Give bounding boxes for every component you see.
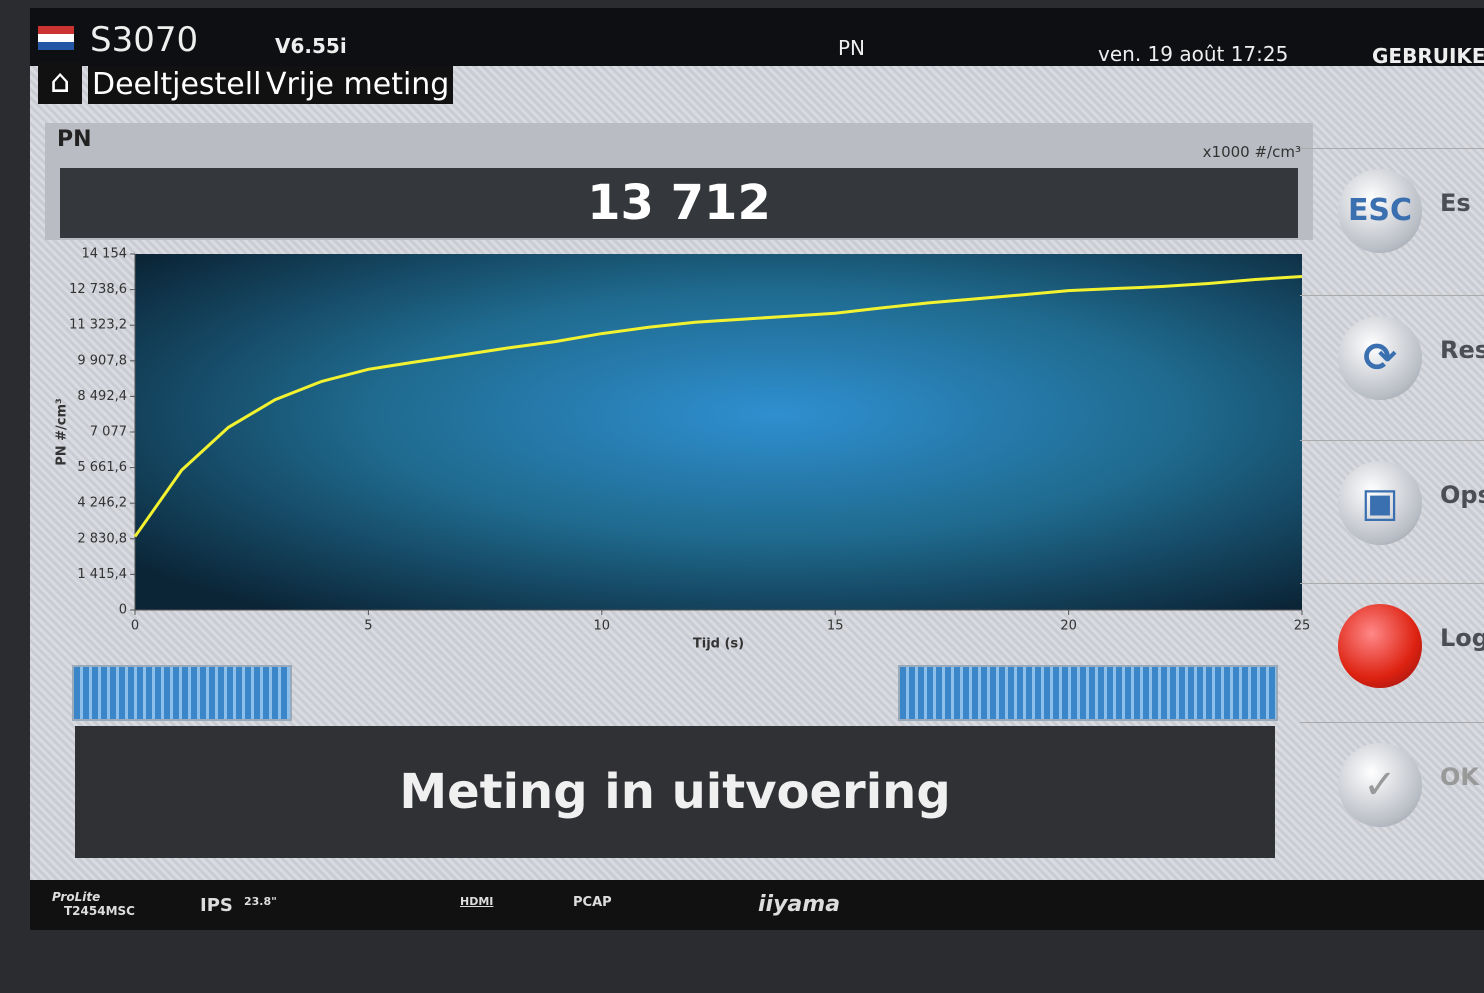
icon xyxy=(1338,604,1422,688)
flag xyxy=(38,26,74,50)
button-label: Es xyxy=(1440,189,1471,217)
button-label: Opsl xyxy=(1440,481,1484,509)
header: S3070 V6.55i PN ven. 19 août 17:25 GEBRU… xyxy=(30,8,1484,66)
icon: ✓ xyxy=(1338,743,1422,827)
bezel-text: T2454MSC xyxy=(64,904,135,918)
bezel-text: PCAP xyxy=(573,895,612,910)
brand: iiyama xyxy=(758,892,840,917)
datetime: ven. 19 août 17:25 xyxy=(1098,42,1288,66)
breadcrumb[interactable]: Vrije meting xyxy=(262,66,453,104)
bezel-text: HDMI xyxy=(460,895,493,908)
button-label: OK xyxy=(1440,763,1479,791)
y-tick-label: 2 830,8 xyxy=(77,531,127,546)
y-tick-label: 7 077 xyxy=(90,425,127,440)
bezel-text: IPS xyxy=(200,895,233,916)
y-tick-label: 4 246,2 xyxy=(77,496,127,511)
log-button[interactable]: Log xyxy=(1300,583,1484,714)
reading-value: 13 712 xyxy=(60,168,1298,238)
y-tick-label: 12 738,6 xyxy=(69,282,127,297)
mode: PN xyxy=(838,36,865,60)
x-tick-label: 5 xyxy=(364,619,372,634)
progress-bar xyxy=(72,665,292,721)
x-tick-label: 15 xyxy=(827,619,844,634)
icon: ▣ xyxy=(1338,461,1422,545)
ok-button[interactable]: ✓ OK xyxy=(1300,722,1484,853)
user[interactable]: GEBRUIKER xyxy=(1372,44,1484,68)
y-tick-label: 8 492,4 xyxy=(77,389,127,404)
chart: 0 1 415,4 2 830,8 4 246,2 5 661,6 7 077 8 492,… xyxy=(40,242,1310,662)
y-tick-label: 1 415,4 xyxy=(77,567,127,582)
icon: ⟳ xyxy=(1338,316,1422,400)
model: S3070 xyxy=(90,20,198,60)
version: V6.55i xyxy=(275,34,347,58)
progress-bar xyxy=(898,665,1278,721)
y-axis-label: PN #/cm³ xyxy=(55,398,70,466)
y-tick-label: 0 xyxy=(119,603,127,618)
x-tick-label: 20 xyxy=(1060,619,1077,634)
bezel-text: 23.8" xyxy=(244,895,277,908)
monitor-bezel: ProLite T2454MSC IPS 23.8" HDMI PCAP iiy… xyxy=(30,880,1484,930)
button-label: Res xyxy=(1440,336,1484,364)
esc-button[interactable]: ESC Es xyxy=(1300,148,1484,279)
bezel-text: ProLite xyxy=(52,890,100,904)
reset-button[interactable]: ⟳ Res xyxy=(1300,295,1484,426)
y-tick-label: 9 907,8 xyxy=(77,353,127,368)
reading-unit: x1000 #/cm³ xyxy=(1203,143,1301,161)
status: Meting in uitvoering xyxy=(75,726,1275,858)
button-label: Log xyxy=(1440,624,1484,652)
page: S3070 V6.55i PN ven. 19 août 17:25 GEBRU… xyxy=(0,0,1484,993)
save-button[interactable]: ▣ Opsl xyxy=(1300,440,1484,571)
reading-label: PN xyxy=(57,127,92,152)
y-tick-label: 14 154 xyxy=(82,247,128,262)
home-button[interactable]: ⌂ xyxy=(38,62,82,104)
x-axis-label: Tijd (s) xyxy=(693,637,744,652)
y-tick-label: 5 661,6 xyxy=(77,460,127,475)
x-tick-label: 0 xyxy=(131,619,139,634)
y-tick-label: 11 323,2 xyxy=(69,318,127,333)
plot-area xyxy=(135,254,1302,610)
icon: ESC xyxy=(1338,169,1422,253)
x-tick-label: 10 xyxy=(594,619,611,634)
